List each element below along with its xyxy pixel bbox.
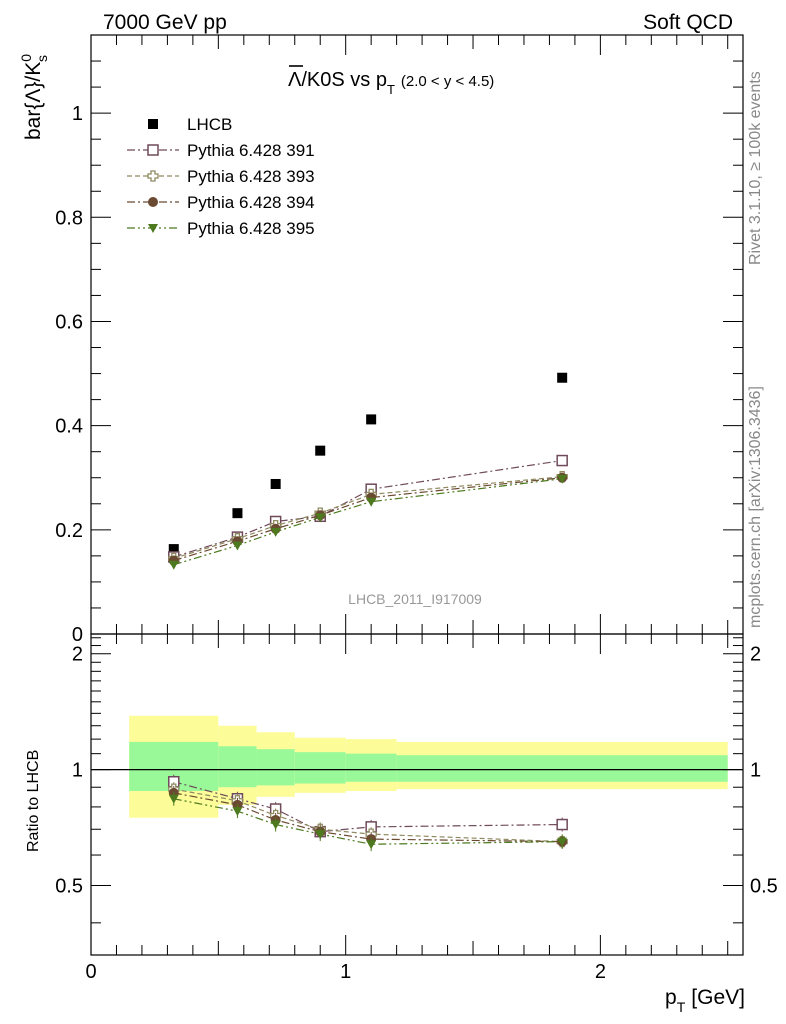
legend-label: LHCB bbox=[187, 115, 232, 134]
x-axis-label-unit: [GeV] bbox=[691, 986, 745, 1009]
legend: LHCB Pythia 6.428 391 Pythia 6.428 393 Pyth… bbox=[127, 115, 315, 238]
main-title-text: Λ/K0S vs p bbox=[288, 69, 387, 91]
ratio-data-point bbox=[232, 807, 243, 817]
ratio-series-line bbox=[173, 788, 563, 843]
main-series-layer bbox=[168, 372, 568, 570]
ratio-series-line bbox=[173, 781, 563, 833]
ratio-data-point bbox=[270, 820, 281, 830]
main-series-0 bbox=[168, 372, 568, 555]
main-data-point bbox=[315, 445, 326, 456]
legend-marker bbox=[148, 197, 158, 207]
main-series-line bbox=[173, 476, 563, 560]
main-ylabel-sub: s bbox=[34, 55, 50, 62]
ratio-band-inner bbox=[396, 755, 728, 782]
header-right: Soft QCD bbox=[643, 11, 733, 34]
main-title-range: (2.0 < y < 4.5) bbox=[401, 73, 494, 90]
legend-marker bbox=[148, 119, 158, 129]
main-data-point bbox=[366, 414, 377, 425]
ratio-band-inner bbox=[218, 746, 257, 788]
main-series-4 bbox=[168, 474, 568, 570]
main-ytick-label: 0.2 bbox=[55, 520, 83, 542]
ratio-plot-frame bbox=[90, 633, 744, 956]
main-series-1 bbox=[168, 454, 568, 563]
main-ytick-label: 0.4 bbox=[55, 416, 83, 438]
legend-label: Pythia 6.428 395 bbox=[187, 219, 315, 238]
main-ytick-label: 1 bbox=[72, 103, 83, 125]
ratio-series-3 bbox=[168, 791, 568, 852]
main-series-line bbox=[173, 477, 563, 562]
ratio-ytick-label: 1 bbox=[72, 760, 83, 782]
ratio-data-point bbox=[315, 830, 326, 840]
main-data-point bbox=[556, 454, 568, 467]
main-data-point bbox=[168, 544, 179, 555]
ratio-ylabel: Ratio to LHCB bbox=[25, 750, 42, 852]
main-data-point bbox=[270, 478, 281, 489]
main-data-point bbox=[557, 372, 568, 383]
legend-label: Pythia 6.428 391 bbox=[187, 141, 315, 160]
main-ylabel: bar{Λ}/K0s bbox=[18, 54, 50, 140]
x-axis-label-sub: T bbox=[677, 999, 686, 1015]
ratio-axes: 0.5 0.5 1 1 2 2 0 1 2 bbox=[55, 634, 778, 983]
rivet-label: Rivet 3.1.10, ≥ 100k events bbox=[747, 71, 764, 265]
mcplots-label: mcplots.cern.ch [arXiv:1306.3436] bbox=[747, 386, 764, 628]
ratio-xtick-label: 2 bbox=[595, 961, 606, 983]
ratio-ytick-label-right: 0.5 bbox=[750, 876, 778, 898]
main-title: Λ/K0S vs pT (2.0 < y < 4.5) bbox=[288, 69, 494, 97]
ratio-data-point bbox=[366, 840, 377, 850]
legend-marker bbox=[148, 224, 158, 233]
main-series-line bbox=[173, 478, 563, 566]
main-data-point bbox=[232, 541, 243, 551]
ratio-data-point bbox=[557, 837, 568, 847]
ratio-xtick-label: 0 bbox=[85, 961, 96, 983]
main-ylabel-text: bar{Λ}/K bbox=[22, 62, 45, 140]
ratio-ytick-label-right: 1 bbox=[750, 760, 761, 782]
ratio-ytick-label: 2 bbox=[72, 644, 83, 666]
legend-marker bbox=[147, 170, 159, 182]
legend-label: Pythia 6.428 393 bbox=[187, 167, 315, 186]
main-title-sub: T bbox=[387, 82, 395, 97]
main-axes: 0 0.2 0.4 0.6 0.8 1 bbox=[55, 35, 743, 646]
ratio-series-line bbox=[173, 798, 563, 845]
main-ytick-label: 0.6 bbox=[55, 311, 83, 333]
main-data-point bbox=[557, 474, 568, 484]
main-ytick-label: 0.8 bbox=[55, 207, 83, 229]
legend-label: Pythia 6.428 394 bbox=[187, 193, 315, 212]
main-data-point bbox=[366, 497, 377, 507]
ratio-ytick-label: 0.5 bbox=[55, 876, 83, 898]
ratio-data-point bbox=[168, 794, 179, 804]
main-ytick-label: 0 bbox=[72, 624, 83, 646]
main-data-point bbox=[315, 513, 326, 523]
ratio-series-layer bbox=[168, 774, 568, 852]
main-ylabel-sup: 0 bbox=[18, 54, 34, 62]
x-axis-label-text: p bbox=[665, 986, 677, 1009]
main-data-point bbox=[232, 508, 243, 519]
x-axis-label: pT [GeV] bbox=[665, 986, 745, 1015]
legend-marker bbox=[147, 144, 159, 156]
main-data-point bbox=[270, 527, 281, 537]
ratio-bands bbox=[129, 715, 728, 818]
analysis-watermark: LHCB_2011_I917009 bbox=[348, 591, 482, 607]
ratio-band-inner bbox=[256, 749, 295, 786]
ratio-band-inner bbox=[294, 752, 346, 784]
ratio-data-point bbox=[556, 818, 568, 831]
ratio-series-line bbox=[173, 792, 563, 843]
header-left: 7000 GeV pp bbox=[103, 11, 227, 34]
ratio-ytick-label-right: 2 bbox=[750, 644, 761, 666]
ratio-xtick-label: 1 bbox=[340, 961, 351, 983]
main-data-point bbox=[168, 560, 179, 570]
ratio-band-inner bbox=[345, 753, 397, 782]
